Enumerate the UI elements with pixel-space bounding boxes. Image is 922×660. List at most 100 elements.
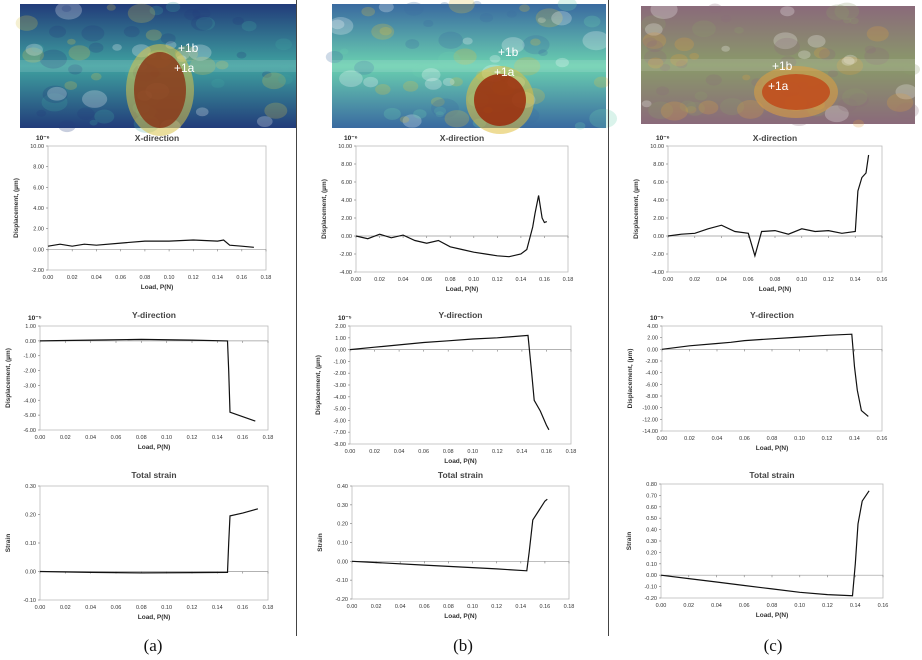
chart-a-s: Total strain-0.100.000.100.200.300.00 0.0…: [5, 470, 273, 621]
x-tick-label: 0.10: [164, 275, 175, 281]
caption-b: (b): [453, 636, 473, 655]
axis-multiplier: 10⁻⁵: [338, 315, 352, 322]
x-tick-label: 0.02: [684, 436, 695, 442]
x-tick-label: 0.16: [878, 603, 889, 609]
y-tick-label: -4.00: [645, 371, 658, 377]
y-tick-label: 0.10: [25, 541, 36, 547]
x-tick-label: 0.14: [849, 436, 860, 442]
y-tick-label: -2.00: [23, 369, 36, 375]
x-axis-label: Load, P(N): [756, 612, 789, 619]
plot-frame: [47, 145, 267, 271]
x-tick-label: 0.12: [822, 436, 833, 442]
x-tick-label: 0.00: [35, 435, 46, 441]
x-tick-label: 0.06: [743, 277, 754, 283]
x-tick-label: 0.00: [351, 277, 362, 283]
series-line: [47, 239, 254, 248]
y-tick-label: 0.50: [646, 516, 657, 522]
x-tick-label: 0.02: [689, 277, 700, 283]
x-tick-label: 0.08: [443, 604, 454, 610]
y-tick-label: -0.10: [644, 585, 657, 591]
series-line: [349, 334, 550, 431]
y-tick-label: 0.40: [337, 484, 348, 490]
x-tick-label: 0.04: [85, 435, 96, 441]
y-tick-label: -2.00: [651, 252, 664, 258]
y-axis-label: Strain: [626, 532, 633, 550]
y-tick-label: 0.80: [646, 482, 657, 488]
axis-multiplier: 10⁻⁶: [36, 135, 50, 142]
plot-frame: [667, 145, 883, 273]
x-tick-label: 0.06: [111, 605, 122, 611]
caption-c: (c): [763, 636, 783, 655]
plot-frame: [351, 485, 570, 600]
y-tick-label: 0.00: [335, 348, 346, 354]
x-tick-label: 0.12: [492, 449, 503, 455]
x-tick-label: 0.10: [467, 604, 478, 610]
y-tick-label: -0.20: [644, 596, 657, 602]
x-tick-label: 0.12: [822, 603, 833, 609]
series-line: [660, 490, 870, 597]
x-tick-label: 0.06: [115, 275, 126, 281]
x-tick-label: 0.02: [369, 449, 380, 455]
heatmap-image-a: +1b+1a: [15, 0, 296, 136]
plot-frame: [349, 325, 572, 445]
x-tick-label: 0.16: [541, 449, 552, 455]
y-tick-label: 0.20: [646, 550, 657, 556]
x-tick-label: 0.06: [111, 435, 122, 441]
y-tick-label: -3.00: [333, 383, 346, 389]
x-tick-label: 0.10: [467, 449, 478, 455]
x-tick-label: 0.12: [187, 605, 198, 611]
x-tick-label: 0.00: [656, 603, 667, 609]
x-tick-label: 0.12: [187, 435, 198, 441]
x-tick-label: 0.18: [566, 449, 577, 455]
x-tick-label: 0.04: [394, 449, 405, 455]
y-tick-label: -0.10: [335, 578, 348, 584]
x-tick-label: 0.10: [161, 435, 172, 441]
y-tick-label: -12.00: [642, 417, 658, 423]
x-tick-label: 0.04: [716, 277, 727, 283]
y-axis-label: Displacement, (µm): [13, 178, 20, 238]
x-axis-label: Load, P(N): [756, 445, 789, 452]
y-tick-label: 10.00: [650, 144, 664, 150]
point-label-1b: +1b: [498, 45, 519, 59]
plot-frame: [660, 483, 884, 599]
x-tick-label: 0.02: [67, 275, 78, 281]
chart-b-s: Total strain -0.20 -0.10 0.00 0.10 0.20 0.30 0.…: [317, 470, 574, 620]
y-tick-label: 0.10: [337, 541, 348, 547]
y-tick-label: -1.00: [333, 359, 346, 365]
series-line: [351, 498, 548, 572]
y-tick-label: 10.00: [30, 144, 44, 150]
x-tick-label: 0.02: [683, 603, 694, 609]
y-tick-label: -0.10: [23, 598, 36, 604]
y-tick-label: 2.00: [33, 227, 44, 233]
x-tick-label: 0.12: [188, 275, 199, 281]
y-tick-label: 4.00: [647, 324, 658, 330]
x-tick-label: 0.14: [850, 603, 861, 609]
y-tick-label: 4.00: [653, 198, 664, 204]
chart-a-x: X-direction10⁻⁶-2.000.002.004.006.008.00…: [13, 133, 271, 291]
y-tick-label: 0.00: [33, 247, 44, 253]
plot-frame: [355, 145, 569, 273]
y-tick-label: 0.20: [25, 513, 36, 519]
y-tick-label: -3.00: [23, 383, 36, 389]
x-tick-label: 0.04: [711, 603, 722, 609]
x-tick-label: 0.00: [657, 436, 668, 442]
x-tick-label: 0.08: [136, 435, 147, 441]
x-tick-label: 0.08: [770, 277, 781, 283]
y-tick-label: 2.00: [341, 216, 352, 222]
heatmap-image-b: +1b+1a: [325, 0, 618, 134]
y-tick-label: -4.00: [339, 270, 352, 276]
y-tick-label: -8.00: [645, 394, 658, 400]
y-tick-label: 1.00: [25, 324, 36, 330]
point-label-1b: +1b: [178, 41, 199, 55]
y-tick-label: 2.00: [653, 216, 664, 222]
series-line: [355, 195, 548, 258]
chart-title: X-direction: [753, 133, 797, 143]
x-tick-label: 0.02: [374, 277, 385, 283]
chart-c-x: X-direction 10⁻⁶ -4.00 -2.00 0.00 2.00 4.00 6.0…: [633, 133, 887, 293]
axis-multiplier: 10⁻⁶: [344, 135, 358, 142]
x-tick-label: 0.08: [443, 449, 454, 455]
y-tick-label: 10.00: [338, 144, 352, 150]
y-tick-label: 0.30: [337, 503, 348, 509]
y-axis-label: Displacement, (µm): [321, 179, 328, 239]
